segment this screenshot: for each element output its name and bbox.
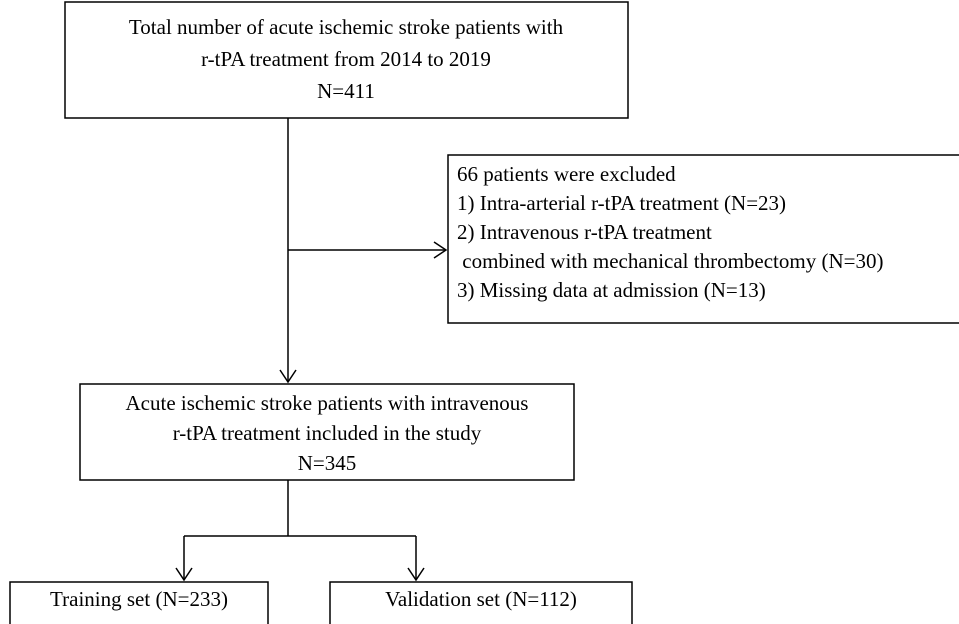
node-text: r-tPA treatment included in the study xyxy=(173,421,482,445)
arrowhead xyxy=(279,369,297,384)
node-text: combined with mechanical thrombectomy (N… xyxy=(457,249,883,273)
node-text: N=345 xyxy=(298,451,357,475)
arrowhead xyxy=(407,567,425,582)
box xyxy=(9,581,269,624)
box xyxy=(447,154,959,324)
node-text: 1) Intra-arterial r-tPA treatment (N=23) xyxy=(457,191,786,215)
node-text: N=411 xyxy=(317,79,375,103)
node-text: Total number of acute ischemic stroke pa… xyxy=(129,15,564,39)
box xyxy=(329,581,633,624)
node-text: 66 patients were excluded xyxy=(457,162,676,186)
node-text: r-tPA treatment from 2014 to 2019 xyxy=(201,47,491,71)
node-text: Acute ischemic stroke patients with intr… xyxy=(126,391,529,415)
box xyxy=(79,383,575,481)
node-text: 3) Missing data at admission (N=13) xyxy=(457,278,766,302)
box xyxy=(64,1,629,119)
node-text: 2) Intravenous r-tPA treatment xyxy=(457,220,712,244)
arrowhead xyxy=(175,567,193,582)
node-text: Training set (N=233) xyxy=(50,587,228,611)
node-text: Validation set (N=112) xyxy=(385,587,577,611)
arrowhead xyxy=(433,241,448,259)
